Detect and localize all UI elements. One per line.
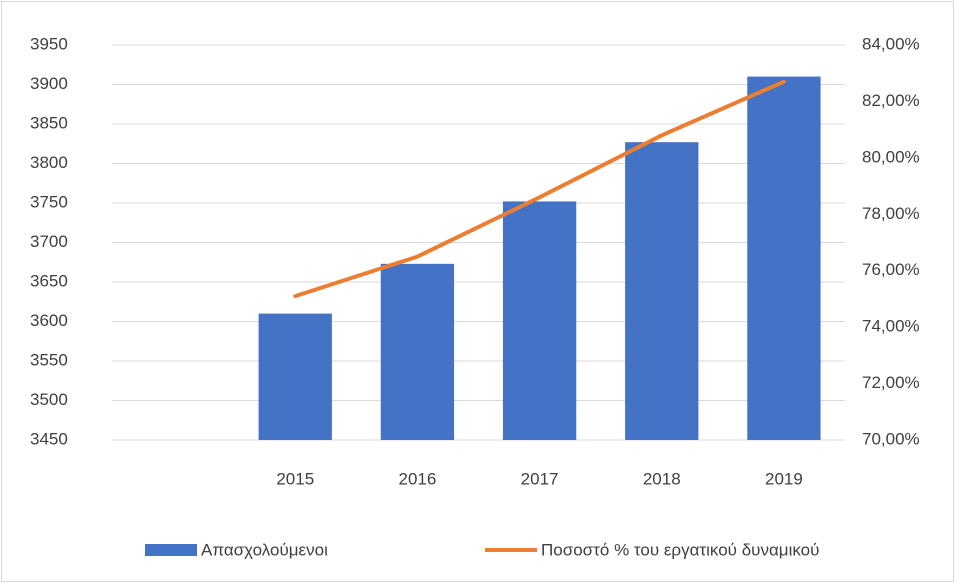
x-tick-label: 2018 [643, 469, 681, 488]
y2-tick-label: 74,00% [862, 317, 920, 336]
y-tick-label: 3550 [30, 350, 68, 369]
y-tick-label: 3750 [30, 192, 68, 211]
legend-swatch [145, 544, 197, 556]
y-tick-label: 3650 [30, 271, 68, 290]
y2-tick-label: 76,00% [862, 260, 920, 279]
y-tick-label: 3900 [30, 74, 68, 93]
y2-tick-label: 84,00% [862, 34, 920, 53]
legend-label: Απασχολούμενοι [201, 540, 328, 559]
y2-tick-label: 82,00% [862, 91, 920, 110]
x-tick-label: 2017 [521, 469, 559, 488]
y2-tick-label: 80,00% [862, 147, 920, 166]
y2-tick-label: 78,00% [862, 204, 920, 223]
y-tick-label: 3950 [30, 34, 68, 53]
legend-label: Ποσοστό % του εργατικού δυναμικού [541, 540, 819, 559]
bar [380, 263, 455, 440]
x-tick-label: 2016 [399, 469, 437, 488]
bar [625, 142, 699, 441]
y-tick-label: 3850 [30, 113, 68, 132]
y2-tick-label: 72,00% [862, 373, 920, 392]
y2-tick-label: 70,00% [862, 429, 920, 448]
y-tick-label: 3450 [30, 429, 68, 448]
line [293, 79, 786, 299]
y-tick-label: 3600 [30, 311, 68, 330]
bar [258, 313, 332, 440]
x-tick-label: 2015 [276, 469, 314, 488]
bar [502, 201, 577, 440]
bar [747, 76, 821, 440]
y-tick-label: 3700 [30, 232, 68, 251]
y-tick-label: 3800 [30, 153, 68, 172]
x-tick-label: 2019 [765, 469, 803, 488]
y-tick-label: 3500 [30, 390, 68, 409]
